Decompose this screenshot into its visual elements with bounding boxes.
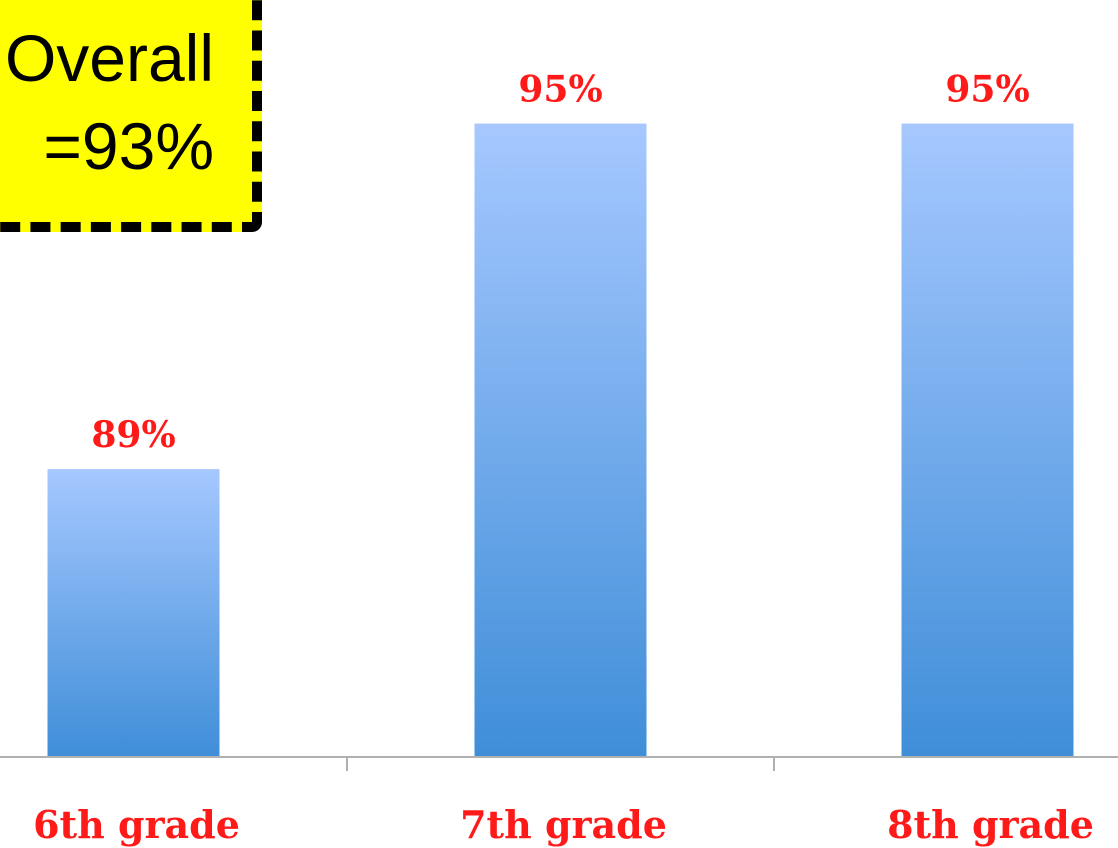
bar-7th-grade <box>474 123 647 758</box>
overall-callout-text: Overall =93% <box>5 14 214 190</box>
category-label: 6th grade <box>33 802 240 847</box>
bar-8th-grade <box>901 123 1074 758</box>
value-label: 89% <box>91 414 175 456</box>
overall-callout: Overall =93% <box>0 0 262 232</box>
value-label: 95% <box>518 69 602 111</box>
callout-line-2: =93% <box>43 109 214 183</box>
value-label: 95% <box>945 69 1029 111</box>
bar-6th-grade <box>47 469 220 757</box>
category-label: 7th grade <box>460 802 667 847</box>
callout-line-1: Overall <box>4 21 214 95</box>
category-label: 8th grade <box>887 802 1094 847</box>
